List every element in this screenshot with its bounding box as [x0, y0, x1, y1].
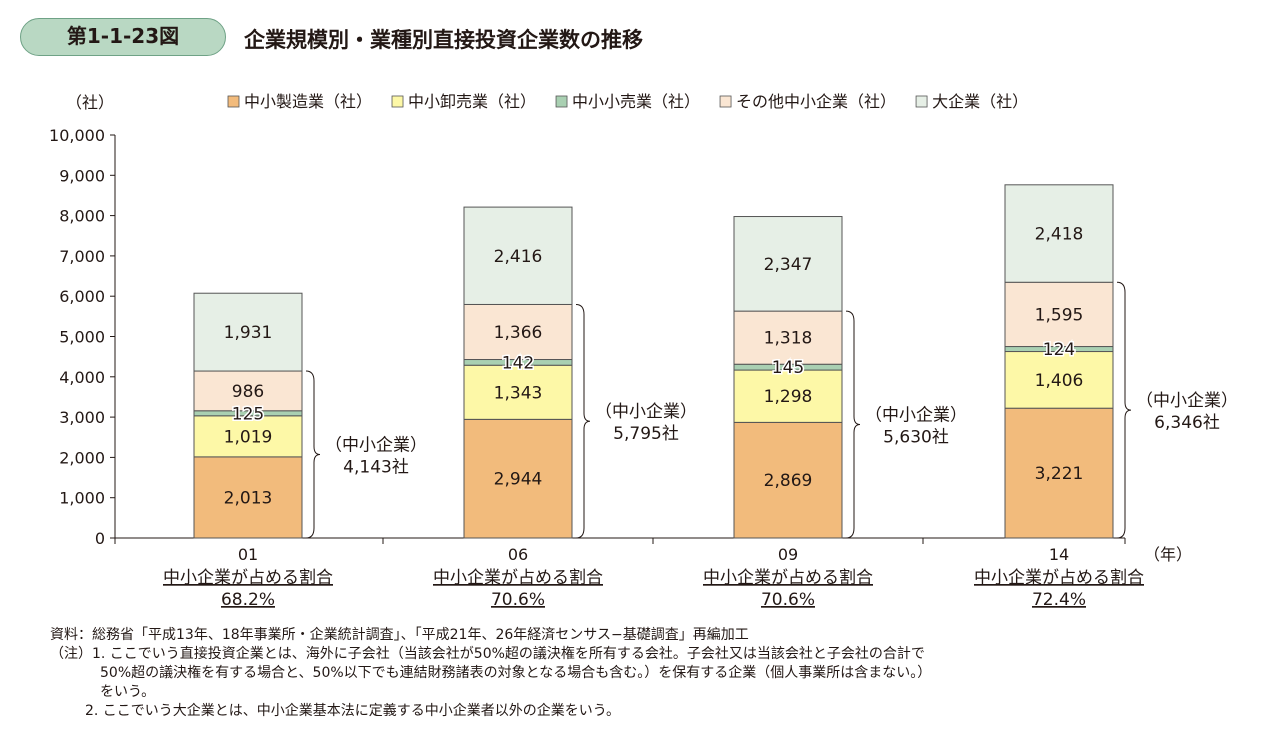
share-label-01: 中小企業が占める割合: [163, 568, 333, 588]
bar-14-series-0: [1004, 407, 1114, 539]
sme-brace-06: [575, 303, 591, 539]
bar-06-series-0: [463, 418, 573, 539]
sme-total-value-06: 5,795社: [613, 424, 679, 444]
share-value-09: 70.6%: [761, 590, 815, 610]
data-label-14-series-1: 1,406: [1035, 371, 1084, 391]
legend-swatch-1: [391, 95, 404, 108]
legend-label-4: 大企業（社）: [932, 92, 1028, 111]
data-label-09-series-2: 145: [772, 358, 804, 378]
bar-06-series-3: [463, 303, 573, 361]
data-label-01-series-4: 1,931: [224, 323, 273, 343]
data-label-01-series-1: 1,019: [224, 427, 273, 447]
data-label-09-series-1: 1,298: [764, 387, 813, 407]
sme-total-value-01: 4,143社: [343, 458, 409, 478]
sme-total-label-09: （中小企業）: [865, 406, 967, 426]
y-tick-label-2: 2,000: [59, 448, 105, 467]
x-tick-label-06: 06: [508, 545, 528, 564]
sme-brace-14: [1116, 281, 1132, 539]
data-label-14-series-3: 1,595: [1035, 305, 1084, 325]
data-label-01-series-0: 2,013: [224, 488, 273, 508]
legend-label-0: 中小製造業（社）: [244, 92, 372, 111]
share-label-09: 中小企業が占める割合: [703, 568, 873, 588]
bar-01-series-3: [193, 370, 303, 412]
data-label-06-series-0: 2,944: [494, 470, 543, 490]
legend-swatch-2: [555, 95, 568, 108]
data-label-06-series-3: 1,366: [494, 323, 543, 343]
data-label-06-series-2: 142: [502, 353, 534, 373]
legend-label-1: 中小卸売業（社）: [408, 92, 536, 111]
sme-total-label-14: （中小企業）: [1136, 391, 1238, 411]
y-tick-label-5: 5,000: [59, 328, 105, 347]
source-note: 資料：総務省「平成13年、18年事業所・企業統計調査」、「平成21年、26年経済…: [50, 627, 749, 643]
x-tick-label-09: 09: [778, 545, 798, 564]
note-1-line-3: をいう。: [100, 684, 156, 700]
footnotes: 資料：総務省「平成13年、18年事業所・企業統計調査」、「平成21年、26年経済…: [50, 626, 1250, 721]
y-axis-unit-label: （社）: [66, 93, 114, 112]
bar-14-series-4: [1004, 184, 1114, 283]
bar-06-series-1: [463, 364, 573, 420]
stacked-bar-chart: 中小製造業（社） 中小卸売業（社） 中小小売業（社） その他中小企業（社） 大企業（社）…: [49, 92, 1238, 610]
share-value-14: 72.4%: [1032, 590, 1086, 610]
y-tick-label-10: 10,000: [49, 126, 105, 145]
x-axis-unit-label: （年）: [1144, 545, 1192, 564]
share-label-06: 中小企業が占める割合: [433, 568, 603, 588]
sme-brace-01: [305, 370, 321, 539]
y-tick-label-1: 1,000: [59, 489, 105, 508]
data-label-01-series-3: 986: [232, 382, 264, 402]
bar-09-series-4: [733, 216, 843, 312]
data-label-06-series-4: 2,416: [494, 247, 543, 267]
data-label-14-series-0: 3,221: [1035, 464, 1084, 484]
bar-09-series-0: [733, 421, 843, 539]
bar-01-series-4: [193, 292, 303, 372]
y-tick-label-8: 8,000: [59, 207, 105, 226]
y-tick-label-6: 6,000: [59, 287, 105, 306]
note-1-line-2: 50%超の議決権を有する場合と、50%以下でも連結財務諸表の対象となる場合も含む…: [100, 665, 932, 681]
y-tick-label-4: 4,000: [59, 368, 105, 387]
data-label-14-series-2: 124: [1043, 340, 1075, 360]
data-label-09-series-0: 2,869: [764, 471, 813, 491]
y-tick-label-9: 9,000: [59, 166, 105, 185]
data-label-09-series-3: 1,318: [764, 329, 813, 349]
sme-total-value-09: 5,630社: [883, 428, 949, 448]
share-value-01: 68.2%: [221, 590, 275, 610]
figure-number-badge: 第1-1-23図: [20, 18, 226, 56]
sme-total-label-06: （中小企業）: [595, 402, 697, 422]
legend-swatch-3: [719, 95, 732, 108]
bar-14-series-3: [1004, 281, 1114, 348]
legend-label-3: その他中小企業（社）: [736, 92, 896, 111]
share-label-14: 中小企業が占める割合: [974, 568, 1144, 588]
data-label-06-series-1: 1,343: [494, 383, 543, 403]
y-tick-label-3: 3,000: [59, 408, 105, 427]
sme-total-value-14: 6,346社: [1154, 413, 1220, 433]
note-1-line-1: （注）1. ここでいう直接投資企業とは、海外に子会社（当該会社が50%超の議決権…: [50, 646, 925, 662]
x-tick-label-01: 01: [238, 545, 258, 564]
data-label-09-series-4: 2,347: [764, 255, 813, 275]
note-2: 2. ここでいう大企業とは、中小企業基本法に定義する中小企業者以外の企業をいう。: [85, 703, 620, 719]
figure-title: 企業規模別・業種別直接投資企業数の推移: [244, 28, 643, 52]
bar-06-series-4: [463, 206, 573, 305]
legend-swatch-0: [227, 95, 240, 108]
bar-14-series-1: [1004, 351, 1114, 409]
data-label-01-series-2: 125: [232, 404, 264, 424]
legend-swatch-4: [915, 95, 928, 108]
x-tick-label-14: 14: [1049, 545, 1069, 564]
sme-brace-09: [845, 310, 861, 539]
y-tick-label-7: 7,000: [59, 247, 105, 266]
share-value-06: 70.6%: [491, 590, 545, 610]
legend-label-2: 中小小売業（社）: [572, 92, 700, 111]
data-label-14-series-4: 2,418: [1035, 225, 1084, 245]
y-tick-label-0: 0: [95, 529, 105, 548]
sme-total-label-01: （中小企業）: [325, 436, 427, 456]
